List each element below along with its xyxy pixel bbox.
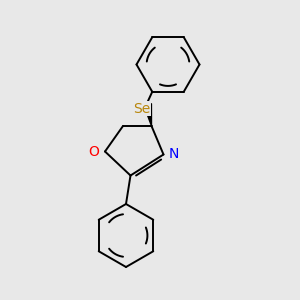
Text: O: O	[89, 145, 100, 158]
Polygon shape	[144, 104, 152, 126]
Text: Se: Se	[133, 102, 150, 116]
Text: N: N	[169, 148, 179, 161]
